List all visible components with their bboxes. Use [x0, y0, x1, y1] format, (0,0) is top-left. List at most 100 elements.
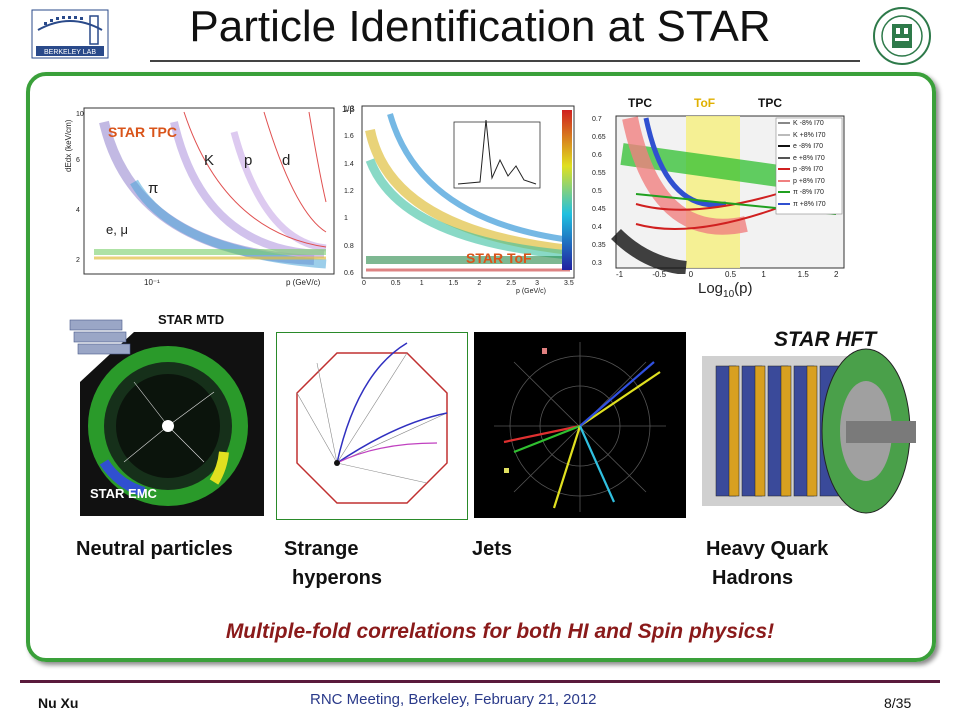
footer-rule: [20, 680, 940, 683]
tpc-particle-e-mu: e, μ: [106, 222, 128, 237]
caption-strange-line2: hyperons: [292, 567, 383, 589]
combined-top-label-tof: ToF: [694, 96, 716, 110]
svg-text:2: 2: [76, 257, 80, 264]
combined-x-tick-3: 0.5: [725, 270, 737, 279]
legend-entry: K +8% I70: [778, 130, 842, 142]
emc-label: STAR EMC: [90, 486, 157, 501]
tof-y-tick-5: 0.8: [344, 242, 354, 250]
tof-y-axis-label: 1/β: [342, 104, 355, 114]
legend-text: e +8% I70: [793, 154, 825, 162]
legend-swatch: [778, 168, 790, 171]
legend-swatch: [778, 145, 790, 148]
page-title: Particle Identification at STAR: [189, 2, 771, 51]
legend-text: π -8% I70: [793, 189, 824, 196]
svg-text:4: 4: [76, 207, 80, 214]
combined-x-tick-1: -0.5: [652, 270, 667, 279]
tof-y-tick-3: 1.2: [344, 188, 354, 195]
tof-x-tick-0: 0: [362, 280, 366, 287]
combined-x-ticks: -1 -0.5 0 0.5 1 1.5 2: [616, 270, 844, 280]
tpc-particle-d: d: [282, 152, 291, 169]
combined-y-tick-8: 0.3: [592, 260, 602, 267]
tof-x-tick-6: 3: [535, 280, 540, 287]
mtd-label: STAR MTD: [158, 312, 225, 327]
hft-detector-image: STAR HFT: [696, 326, 920, 528]
tof-x-tick-2: 1: [419, 280, 424, 287]
combined-x-tick-6: 2: [834, 270, 839, 279]
legend-entry: p +8% I70: [778, 176, 842, 188]
combined-x-axis-label: Log10(p): [698, 280, 753, 300]
university-seal: [872, 6, 932, 66]
combined-x-tick-2: 0: [688, 270, 694, 279]
strange-hyperon-event-image: [276, 332, 468, 520]
combined-y-ticks: 0.7 0.65 0.6 0.55 0.5 0.45 0.4 0.35 0.3: [592, 116, 614, 268]
berkeley-lab-logo: BERKELEY LAB: [30, 8, 110, 60]
combined-y-tick-2: 0.6: [592, 152, 602, 159]
tof-x-tick-5: 2.5: [506, 280, 517, 287]
combined-top-label-tpc-left: TPC: [628, 96, 652, 110]
caption-heavy-line2: Hadrons: [712, 567, 794, 589]
tagline: Multiple-fold correlations for both HI a…: [225, 620, 775, 643]
footer-author: Nu Xu: [38, 695, 79, 711]
svg-text:10: 10: [76, 111, 84, 118]
legend-swatch: [778, 156, 790, 159]
combined-legend: K -8% I70 K +8% I70 e -8% I70 e +8% I70 p -8…: [778, 118, 842, 210]
tof-x-ticks: 0 0.5 1 1.5 2 2.5 3 3.5: [362, 280, 574, 290]
combined-y-tick-4: 0.5: [592, 188, 602, 195]
tof-x-axis-label: p (GeV/c): [516, 288, 546, 295]
tof-plot: STAR ToF 1/β p (GeV/c) 0 0.5 1 1.5 2 2.5 3 3.5 …: [340, 100, 580, 296]
tpc-x-tick: 10⁻¹: [144, 278, 160, 287]
tpc-particle-p: p: [244, 152, 253, 169]
tof-y-tick-4: 1: [344, 215, 348, 223]
legend-text: p +8% I70: [793, 177, 825, 185]
legend-entry: K -8% I70: [778, 118, 842, 130]
legend-entry: π +8% I70: [778, 199, 842, 211]
combined-y-tick-6: 0.4: [592, 224, 602, 231]
legend-entry: π -8% I70: [778, 187, 842, 199]
tof-x-tick-4: 2: [477, 280, 482, 287]
title-rule: [150, 60, 860, 62]
tof-x-tick-3: 1.5: [448, 280, 459, 287]
combined-pid-plot: TPC ToF TPC K -8% I70 K +8% I70 e -8% I70 e…: [586, 94, 856, 304]
combined-y-tick-7: 0.35: [592, 242, 606, 249]
legend-swatch: [778, 133, 790, 136]
x-axis-sub: 10: [723, 289, 735, 300]
legend-text: π +8% I70: [793, 200, 826, 208]
combined-y-tick-3: 0.55: [592, 170, 606, 177]
combined-y-tick-1: 0.65: [592, 134, 606, 141]
combined-y-tick-5: 0.45: [592, 206, 606, 213]
footer-meeting: RNC Meeting, Berkeley, February 21, 2012: [310, 691, 597, 708]
legend-swatch: [778, 179, 790, 182]
tof-x-tick-7: 3.5: [564, 280, 574, 287]
tof-y-tick-0: 1.8: [344, 106, 354, 113]
tof-y-tick-1: 1.6: [344, 133, 354, 141]
legend-swatch: [778, 122, 790, 125]
tof-y-tick-6: 0.6: [344, 270, 354, 277]
x-axis-end: (p): [734, 280, 753, 297]
legend-swatch: [778, 202, 790, 205]
legend-text: p -8% I70: [793, 166, 823, 173]
legend-text: K -8% I70: [793, 120, 824, 127]
caption-heavy-line1: Heavy Quark: [706, 538, 829, 560]
tpc-label: STAR TPC: [108, 124, 177, 140]
caption-jets: Jets: [472, 538, 513, 560]
jets-event-image: [474, 332, 686, 518]
tpc-particle-k: K: [204, 152, 215, 169]
combined-x-tick-4: 1: [761, 270, 766, 279]
legend-swatch: [778, 191, 790, 194]
legend-entry: e -8% I70: [778, 141, 842, 153]
legend-entry: e +8% I70: [778, 153, 842, 165]
legend-text: K +8% I70: [793, 131, 826, 139]
hft-label: STAR HFT: [774, 328, 877, 351]
caption-neutral-particles: Neutral particles: [76, 538, 233, 560]
tpc-y-axis-label: dEdx (keV/cm): [64, 119, 73, 172]
content-frame: [26, 72, 936, 662]
tof-y-ticks: 1.8 1.6 1.4 1.2 1 0.8 0.6: [344, 106, 362, 278]
tpc-plot: 10 6 4 2 STAR TPC dEdx (keV/cm) p (GeV/c) 1…: [64, 102, 340, 292]
legend-text: e -8% I70: [793, 143, 823, 150]
combined-y-tick-0: 0.7: [592, 116, 602, 123]
tpc-x-axis-label: p (GeV/c): [286, 278, 321, 287]
tof-x-tick-1: 0.5: [390, 280, 401, 287]
tpc-particle-pi: π: [148, 180, 159, 197]
legend-entry: p -8% I70: [778, 164, 842, 176]
combined-top-label-tpc-right: TPC: [758, 96, 782, 110]
